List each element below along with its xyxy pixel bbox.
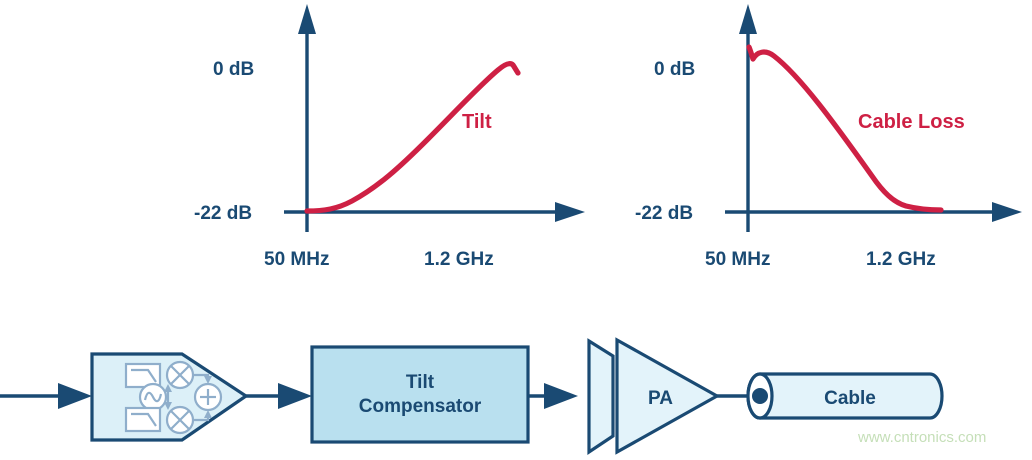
mixer-icon (165, 405, 195, 435)
cable-label: Cable (824, 388, 876, 409)
quadrature-modulator-block[interactable] (90, 352, 249, 442)
tilt-chart-y-axis (298, 4, 316, 232)
lowpass-filter-icon (124, 362, 162, 389)
tilt-chart-y-top-label: 0 dB (213, 59, 254, 80)
mixer-icon (165, 360, 195, 390)
cable-loss-curve-label: Cable Loss (858, 111, 965, 133)
tilt-curve (304, 61, 521, 214)
tilt-chart-x-axis (284, 202, 585, 222)
cable-loss-chart-y-axis (739, 4, 757, 232)
modulator-to-compensator-connection (246, 383, 312, 409)
cable-loss-chart: 0 dB -22 dB 50 MHz 1.2 GHz Cable Loss (635, 4, 1022, 270)
input-to-modulator-connection (0, 383, 92, 409)
cable-block[interactable]: Cable (746, 372, 944, 420)
signal-chain-block-diagram: Tilt Compensator PA (0, 337, 944, 455)
cable-loss-chart-x-left-label: 50 MHz (705, 249, 770, 270)
compensator-to-pa-connection (528, 383, 578, 409)
cable-loss-chart-y-top-label: 0 dB (654, 59, 695, 80)
tilt-chart-x-right-label: 1.2 GHz (424, 249, 494, 270)
tilt-chart-x-left-label: 50 MHz (264, 249, 329, 270)
tilt-chart-y-bottom-label: -22 dB (194, 203, 252, 224)
cable-loss-chart-x-axis (725, 202, 1022, 222)
summer-icon (193, 382, 223, 412)
cable-loss-chart-y-bottom-label: -22 dB (635, 203, 693, 224)
tilt-compensator-label-line1: Tilt (406, 372, 435, 393)
tilt-curve-label: Tilt (462, 111, 492, 133)
tilt-compensator-label-line2: Compensator (359, 396, 482, 417)
tilt-compensator-block[interactable]: Tilt Compensator (310, 345, 530, 444)
cable-loss-chart-x-right-label: 1.2 GHz (866, 249, 936, 270)
modulator-internal-wiring (164, 373, 212, 422)
tilt-response-chart: 0 dB -22 dB 50 MHz 1.2 GHz Tilt (194, 4, 585, 270)
cable-center-conductor (752, 388, 768, 404)
lowpass-filter-icon (124, 406, 162, 433)
cable-loss-curve (746, 44, 944, 213)
watermark-text: www.cntronics.com (857, 429, 986, 446)
power-amplifier-label: PA (648, 388, 673, 409)
oscillator-icon (138, 382, 168, 412)
power-amplifier-block[interactable]: PA (587, 337, 721, 455)
